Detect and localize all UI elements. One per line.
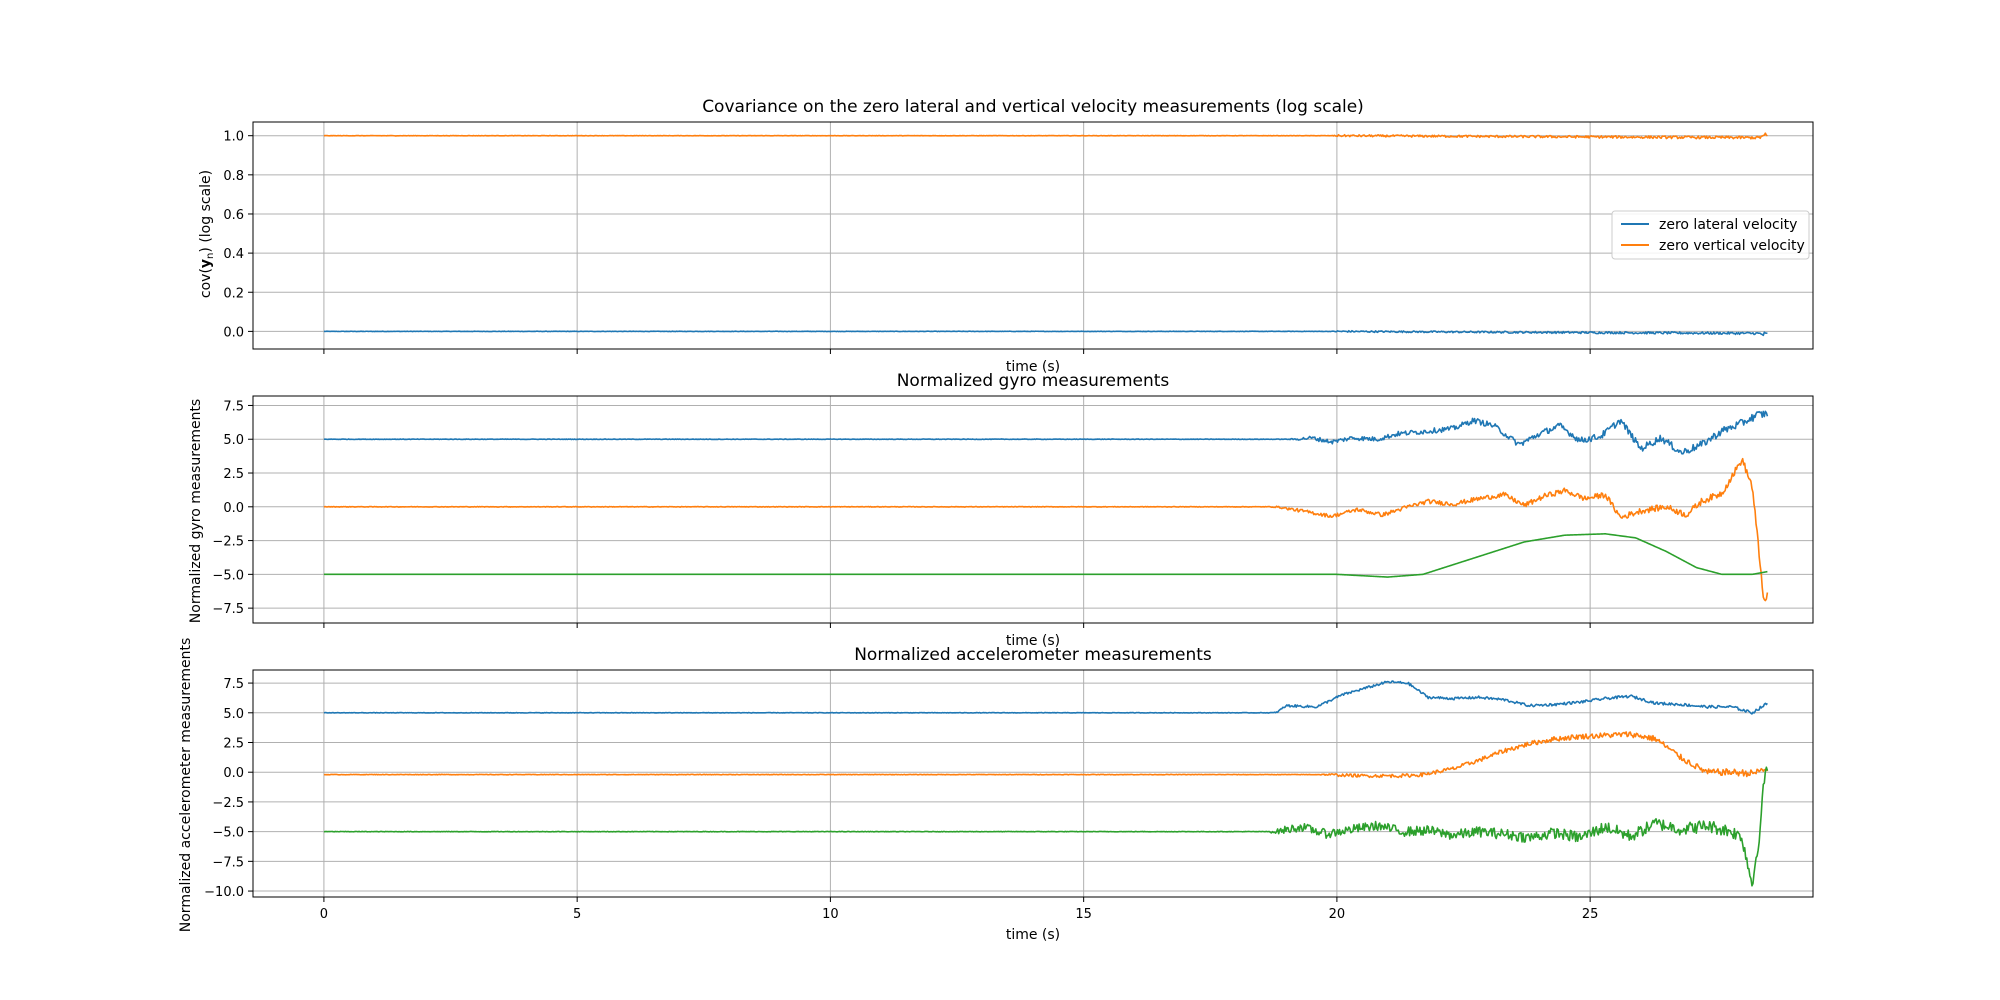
gyro-ytick-label-2: −2.5	[212, 535, 244, 550]
accelerometer-panel: 0 5 10 15 20 25−10.0−7.5−5.0−2.50.02.55.07.5 …	[178, 638, 1814, 943]
accelerometer-xlabel: time (s)	[1006, 927, 1060, 943]
accelerometer-xtick-label-3: 15	[1075, 907, 1092, 922]
legend-label-lateral: zero lateral velocity	[1659, 217, 1797, 233]
covariance-series-line-1	[323, 132, 1768, 140]
accelerometer-plot-area: 0 5 10 15 20 25 −10.0 −7.5 −5.0 −2.5 0.0 2.5 5.0 7.5	[204, 669, 1814, 922]
covariance-ylabel-suffix: ) (log scale)	[198, 170, 214, 253]
accelerometer-ytick-label-1: −7.5	[212, 855, 244, 870]
covariance-ytick-label-5: 1.0	[223, 130, 244, 145]
gyro-ytick-label-1: −5.0	[212, 568, 244, 583]
covariance-ylabel-bold: y	[198, 259, 214, 268]
accelerometer-axes-frame	[252, 669, 1814, 898]
gyro-series-line-1	[323, 457, 1769, 602]
covariance-plot-area: 0.0 0.2 0.4 0.6 0.8 1.0	[223, 121, 1814, 354]
accelerometer-xtick-label-5: 25	[1582, 907, 1599, 922]
accelerometer-ylabel: Normalized accelerometer measurements	[178, 638, 194, 932]
accelerometer-series-line-2	[323, 766, 1769, 887]
accelerometer-ytick-label-5: 2.5	[223, 736, 244, 751]
accelerometer-ytick-label-3: −2.5	[212, 796, 244, 811]
accelerometer-xtick-label-2: 10	[822, 907, 839, 922]
covariance-ytick-label-1: 0.2	[223, 286, 244, 301]
covariance-ylabel-prefix: cov(	[198, 268, 214, 298]
covariance-ytick-label-2: 0.4	[223, 247, 244, 262]
covariance-axes-frame	[252, 121, 1814, 350]
accelerometer-ytick-label-7: 7.5	[223, 677, 244, 692]
covariance-ylabel-sub: n	[205, 253, 216, 259]
gyro-ytick-label-0: −7.5	[212, 602, 244, 617]
accelerometer-xtick-label-0: 0	[320, 907, 328, 922]
accelerometer-xtick-label-1: 5	[573, 907, 581, 922]
covariance-ytick-label-0: 0.0	[223, 325, 244, 340]
accelerometer-xtick-label-4: 20	[1329, 907, 1346, 922]
accelerometer-ytick-label-2: −5.0	[212, 826, 244, 841]
accelerometer-title: Normalized accelerometer measurements	[854, 645, 1212, 665]
gyro-panel: −7.5 −5.0 −2.5 0.0 2.5 5.0 7.5 Normalized gyro…	[188, 371, 1814, 649]
gyro-series-line-2	[323, 533, 1768, 578]
accelerometer-series-line-1	[323, 731, 1769, 779]
accelerometer-ytick-label-0: −10.0	[204, 885, 244, 900]
gyro-plot-area: −7.5 −5.0 −2.5 0.0 2.5 5.0 7.5	[212, 395, 1814, 628]
covariance-series-line-0	[323, 329, 1768, 337]
gyro-title: Normalized gyro measurements	[897, 371, 1170, 391]
legend-box	[1611, 210, 1810, 260]
covariance-xlabel: time (s)	[1006, 359, 1060, 375]
covariance-panel: 0.0 0.2 0.4 0.6 0.8 1.0 Covariance on the zer…	[198, 97, 1814, 375]
covariance-legend: zero lateral velocity zero vertical velo…	[1611, 210, 1810, 260]
covariance-ylabel: cov(yn) (log scale)	[198, 170, 216, 298]
gyro-ytick-label-5: 5.0	[223, 433, 244, 448]
gyro-ytick-label-3: 0.0	[223, 501, 244, 516]
covariance-ytick-label-4: 0.8	[223, 169, 244, 184]
accelerometer-ytick-label-6: 5.0	[223, 707, 244, 722]
gyro-ylabel: Normalized gyro measurements	[188, 399, 204, 623]
accelerometer-ytick-label-4: 0.0	[223, 766, 244, 781]
gyro-ytick-label-6: 7.5	[223, 399, 244, 414]
covariance-ytick-label-3: 0.6	[223, 208, 244, 223]
gyro-axes-frame	[252, 395, 1814, 624]
gyro-series-line-0	[323, 410, 1769, 455]
gyro-xlabel: time (s)	[1006, 633, 1060, 649]
covariance-title: Covariance on the zero lateral and verti…	[702, 97, 1364, 117]
accelerometer-series-line-0	[323, 680, 1768, 715]
legend-label-vertical: zero vertical velocity	[1659, 238, 1805, 254]
gyro-ytick-label-4: 2.5	[223, 467, 244, 482]
